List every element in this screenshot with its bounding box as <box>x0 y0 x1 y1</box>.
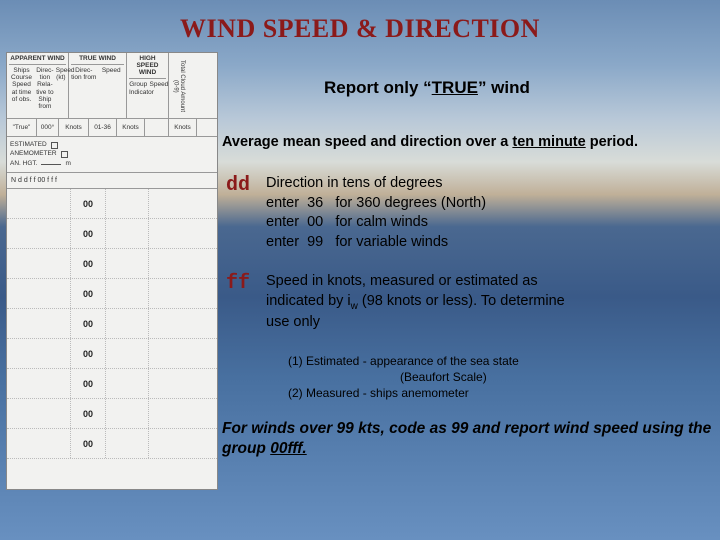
est-m: m <box>65 160 70 168</box>
dd-line1: Direction in tens of degrees <box>266 174 486 194</box>
cell-knots: Knots <box>59 119 89 136</box>
est-label3: AN. HGT. <box>10 160 37 168</box>
ff-line1: Speed in knots, measured or estimated as <box>266 272 565 292</box>
table-row: 00 <box>7 249 217 279</box>
cell-0136: 01-36 <box>89 119 117 136</box>
ff-term: ff <box>226 272 266 333</box>
dd-block: dd Direction in tens of degrees enter 36… <box>226 174 712 252</box>
est-label2: ANEMOMETER <box>10 150 57 158</box>
form-scan: APPARENT WIND Ships Course Speed at time… <box>6 52 218 490</box>
ff-block: ff Speed in knots, measured or estimated… <box>226 272 712 333</box>
report-only-line: Report only “TRUE” wind <box>324 78 712 98</box>
checkbox-icon <box>51 142 58 149</box>
code-legend: N d d f f 00 f f f <box>7 177 61 184</box>
col-apparent: APPARENT WIND <box>9 55 66 65</box>
note1: (1) Estimated - appearance of the sea st… <box>288 353 712 369</box>
table-row: 00 <box>7 189 217 219</box>
cell-knots2: Knots <box>117 119 145 136</box>
table-row: 00 <box>7 429 217 459</box>
col-cloud: Total Cloud Amount (0-9) <box>169 53 187 118</box>
notes-block: (1) Estimated - appearance of the sea st… <box>288 353 712 402</box>
page-title: WIND SPEED & DIRECTION <box>0 14 720 44</box>
dd-line2: enter 36 for 360 degrees (North) <box>266 194 486 214</box>
col-speed3: Speed <box>150 81 169 95</box>
cell-knots3: Knots <box>169 119 197 136</box>
cell-true: "True" <box>7 119 37 136</box>
table-row: 00 <box>7 309 217 339</box>
col-group: Group Indicator <box>129 81 148 95</box>
average-line: Average mean speed and direction over a … <box>222 134 712 150</box>
table-row: 00 <box>7 369 217 399</box>
checkbox-icon <box>61 151 68 158</box>
col-speed1: Speed (kt) <box>56 67 66 110</box>
ff-line3: use only <box>266 313 565 333</box>
table-row: 00 <box>7 279 217 309</box>
note2: (2) Measured - ships anemometer <box>288 385 712 401</box>
col-high: HIGH SPEED WIND <box>129 55 166 79</box>
col-dir-rel: Direc-tion Rela-tive to Ship from <box>36 67 54 110</box>
col-true: TRUE WIND <box>71 55 124 65</box>
table-row: 00 <box>7 219 217 249</box>
content-area: Report only “TRUE” wind Average mean spe… <box>226 78 712 460</box>
col-ships: Ships Course Speed at time of obs. <box>9 67 34 110</box>
note1b: (Beaufort Scale) <box>400 369 712 385</box>
cell-deg: 000° <box>37 119 59 136</box>
ff-line2: indicated by iw (98 knots or less). To d… <box>266 292 565 313</box>
dd-term: dd <box>226 174 266 252</box>
table-row: 00 <box>7 399 217 429</box>
dd-line4: enter 99 for variable winds <box>266 233 486 253</box>
est-label1: ESTIMATED <box>10 141 47 149</box>
col-dir-from: Direc-tion from <box>71 67 97 81</box>
dd-line3: enter 00 for calm winds <box>266 213 486 233</box>
final-line: For winds over 99 kts, code as 99 and re… <box>222 419 712 459</box>
table-row: 00 <box>7 339 217 369</box>
col-speed2: Speed <box>99 67 125 81</box>
